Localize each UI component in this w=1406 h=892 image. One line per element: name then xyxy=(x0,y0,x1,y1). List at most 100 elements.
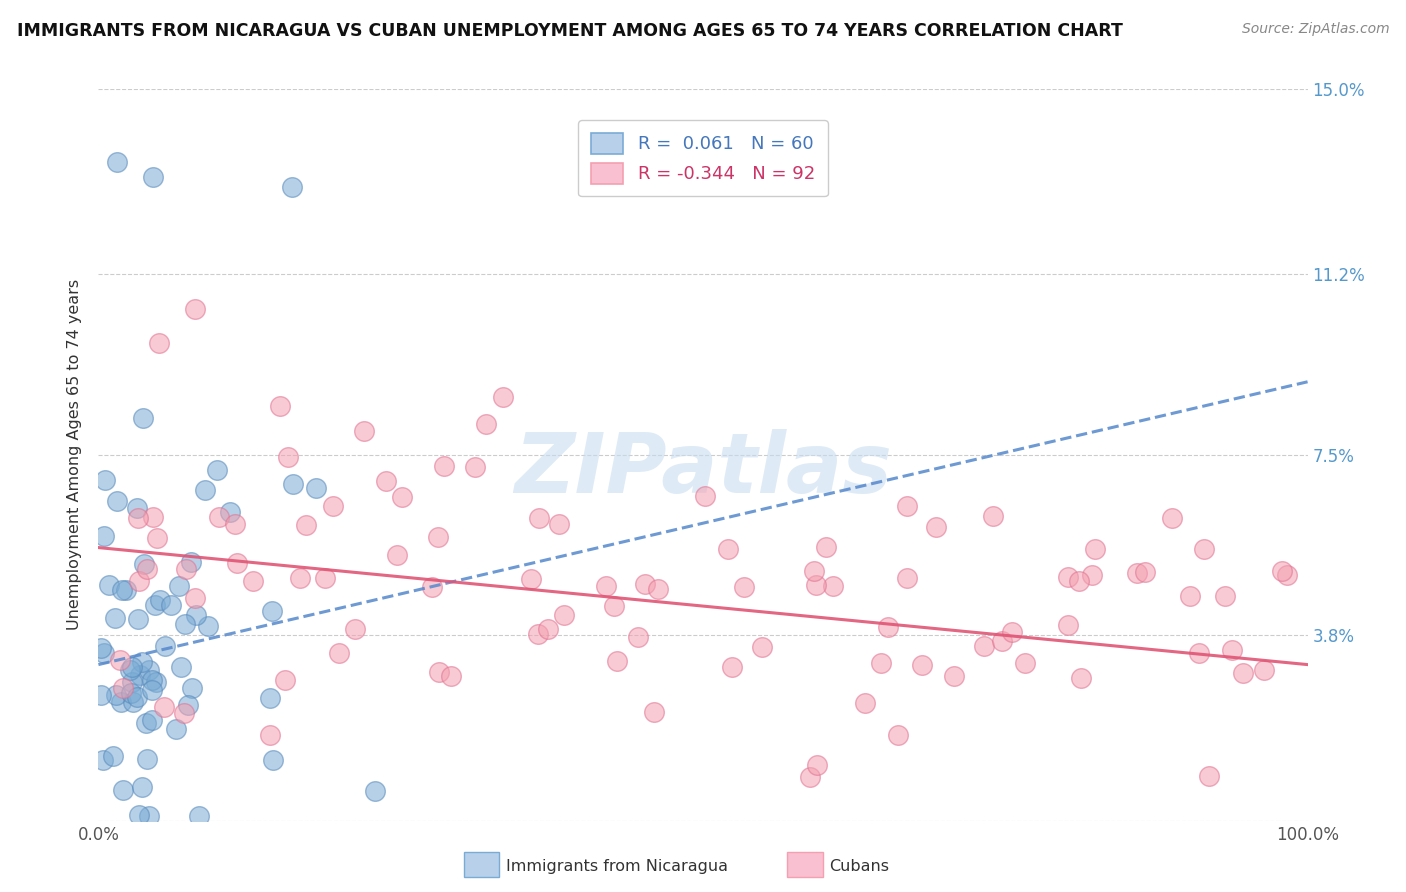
Point xyxy=(97,577,120,591)
Point xyxy=(814,540,837,554)
Text: ZIPatlas: ZIPatlas xyxy=(515,429,891,510)
Point xyxy=(733,580,755,594)
Point xyxy=(1188,646,1211,660)
Point xyxy=(277,450,299,464)
Point xyxy=(896,571,918,585)
Point xyxy=(328,646,350,660)
Point xyxy=(853,696,876,710)
Point xyxy=(262,753,284,767)
Point xyxy=(173,616,195,631)
Point xyxy=(1067,574,1090,588)
Point xyxy=(1133,565,1156,579)
Point xyxy=(1001,624,1024,639)
Point xyxy=(121,686,143,700)
Point xyxy=(138,809,160,823)
Point xyxy=(121,675,143,690)
Point xyxy=(128,808,150,822)
Point xyxy=(643,705,665,719)
Point xyxy=(129,667,152,681)
Point xyxy=(1160,511,1182,525)
Point xyxy=(602,599,624,613)
Point xyxy=(717,542,740,557)
Point xyxy=(1232,666,1254,681)
Point xyxy=(141,683,163,698)
Point xyxy=(142,169,165,184)
Point xyxy=(973,640,995,654)
Point xyxy=(138,663,160,677)
Point xyxy=(93,753,115,767)
Point xyxy=(1220,643,1243,657)
Point xyxy=(1192,541,1215,556)
Point xyxy=(141,713,163,727)
Point xyxy=(167,579,190,593)
Point xyxy=(281,179,304,194)
Point xyxy=(353,424,375,438)
Point xyxy=(110,653,132,667)
Point xyxy=(273,673,295,687)
Point xyxy=(1081,568,1104,582)
Point xyxy=(145,674,167,689)
Point xyxy=(94,473,117,487)
Point xyxy=(806,758,828,772)
Point xyxy=(553,608,575,623)
Point xyxy=(160,598,183,612)
Point xyxy=(269,399,291,413)
Point xyxy=(165,722,187,736)
Point xyxy=(1014,656,1036,670)
Point xyxy=(427,665,450,679)
Point xyxy=(114,582,136,597)
Y-axis label: Unemployment Among Ages 65 to 74 years: Unemployment Among Ages 65 to 74 years xyxy=(67,279,83,631)
Point xyxy=(127,500,149,515)
Point xyxy=(180,681,202,696)
Point xyxy=(364,783,387,797)
Point xyxy=(426,530,449,544)
Point xyxy=(527,627,550,641)
Point xyxy=(146,532,169,546)
Point xyxy=(259,728,281,742)
Point xyxy=(877,620,900,634)
Point xyxy=(112,783,135,797)
Point xyxy=(184,591,207,605)
Point xyxy=(606,654,628,668)
Point xyxy=(127,510,149,524)
Point xyxy=(634,577,657,591)
Point xyxy=(122,695,145,709)
Point xyxy=(492,391,515,405)
Point xyxy=(134,557,156,571)
Point xyxy=(519,573,541,587)
Point xyxy=(107,494,129,508)
Point xyxy=(262,604,284,618)
Point xyxy=(537,622,560,636)
Point xyxy=(821,578,844,592)
Point xyxy=(242,574,264,589)
Point xyxy=(134,716,156,731)
Point xyxy=(135,562,157,576)
Point xyxy=(1178,589,1201,603)
Point xyxy=(990,633,1012,648)
Point xyxy=(695,489,717,503)
Point xyxy=(475,417,498,432)
Point xyxy=(128,574,150,588)
Point xyxy=(184,301,207,316)
Point xyxy=(194,483,217,497)
Point xyxy=(294,517,316,532)
Point xyxy=(90,688,112,702)
Point xyxy=(925,520,948,534)
Point xyxy=(170,660,193,674)
Point xyxy=(1253,663,1275,677)
Point xyxy=(149,592,172,607)
Point xyxy=(173,706,195,721)
Point xyxy=(174,562,197,576)
Point xyxy=(205,463,228,477)
Text: IMMIGRANTS FROM NICARAGUA VS CUBAN UNEMPLOYMENT AMONG AGES 65 TO 74 YEARS CORREL: IMMIGRANTS FROM NICARAGUA VS CUBAN UNEMP… xyxy=(17,22,1123,40)
Point xyxy=(896,500,918,514)
Point xyxy=(219,505,242,519)
Legend: R =  0.061   N = 60, R = -0.344   N = 92: R = 0.061 N = 60, R = -0.344 N = 92 xyxy=(578,120,828,196)
Point xyxy=(422,580,444,594)
Point xyxy=(118,663,141,677)
Point xyxy=(111,582,134,597)
Point xyxy=(131,780,153,794)
Point xyxy=(259,690,281,705)
Text: Source: ZipAtlas.com: Source: ZipAtlas.com xyxy=(1241,22,1389,37)
Point xyxy=(911,658,934,673)
